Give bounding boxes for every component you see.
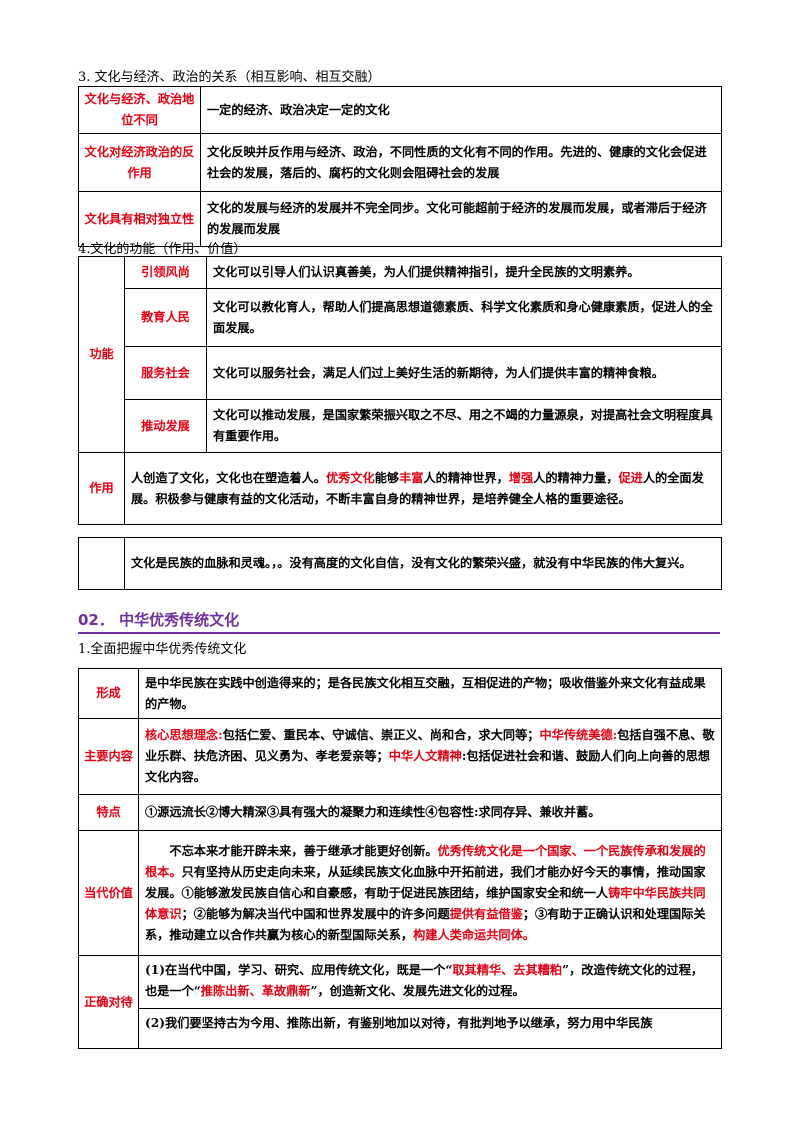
- empty-cell: [78, 537, 125, 590]
- table-row: 形成 是中华民族在实践中创造得来的；是各民族文化相互交融，互相促进的产物；吸收借…: [78, 668, 722, 719]
- table-row: 正确对待 (1)在当代中国，学习、研究、应用传统文化，既是一个“取其精华、去其糟…: [78, 955, 722, 1049]
- function-text: 文化可以服务社会，满足人们过上美好生活的新期待，为人们提供丰富的精神食粮。: [206, 346, 722, 400]
- table-row: 教育人民 文化可以教化育人，帮助人们提高思想道德素质、科学文化素质和身心健康素质…: [79, 288, 722, 347]
- attitude-highlight: 取其精华、去其糟粕: [452, 963, 563, 977]
- table-row: 文化对经济政治的反作用 文化反映并反作用与经济、政治，不同性质的文化有不同的作用…: [78, 133, 722, 192]
- attitude-text-part: ”，创造新文化、发展先进文化的过程。: [310, 984, 525, 998]
- table-row: 当代价值 不忘本来才能开辟未来，善于继承才能更好创新。优秀传统文化是一个国家、一…: [78, 830, 722, 956]
- role-text-part: 人的全面发展。积极参与健康有益的文化活动，不断丰富自身的精神世界，是培养健全人格…: [131, 470, 704, 506]
- row-label: 文化与经济、政治地位不同: [78, 86, 201, 134]
- row-label: 形成: [78, 668, 139, 719]
- value-highlight: 铸牢中华民族共同体意识: [145, 885, 706, 921]
- table-row: 功能 引领风尚 文化可以引导人们认识真善美，为人们提供精神指引，提升全民族的文明…: [78, 256, 722, 453]
- attitude-paragraph-2: (2)我们要坚持古为今用、推陈出新，有鉴别地加以对待，有批判地予以继承，努力用中…: [145, 1016, 653, 1030]
- row-text: 不忘本来才能开辟未来，善于继承才能更好创新。优秀传统文化是一个国家、一个民族传承…: [138, 830, 722, 956]
- section-02-heading: 1.全面把握中华优秀传统文化: [78, 642, 247, 657]
- value-text-part: 不忘本来才能开辟未来，善于继承才能更好创新。: [169, 843, 438, 858]
- row-text: 文化的发展与经济的发展并不完全同步。文化可能超前于经济的发展而发展，或者滞后于经…: [200, 191, 722, 247]
- attitude-text-part: ”，改造传统文化的过程，也是一个“: [145, 963, 704, 998]
- culture-function-table: 功能 引领风尚 文化可以引导人们认识真善美，为人们提供精神指引，提升全民族的文明…: [78, 256, 722, 525]
- table-row: 文化与经济、政治地位不同 一定的经济、政治决定一定的文化: [78, 86, 722, 134]
- row-text: 文化反映并反作用与经济、政治，不同性质的文化有不同的作用。先进的、健康的文化会促…: [200, 133, 722, 192]
- table-row: 特点 ①源远流长②博大精深③具有强大的凝聚力和连续性④包容性:求同存异、兼收并蓄…: [78, 794, 722, 831]
- table-row: 主要内容 核心思想理念:包括仁爱、重民本、守诚信、崇正义、尚和合，求大同等；中华…: [78, 718, 722, 795]
- function-text: 文化可以教化育人，帮助人们提高思想道德素质、科学文化素质和身心健康素质，促进人的…: [206, 288, 722, 347]
- table-row: 推动发展 文化可以推动发展，是国家繁荣振兴取之不尽、用之不竭的力量源泉，对提高社…: [79, 399, 722, 453]
- soul-text: 文化是民族的血脉和灵魂。，。没有高度的文化自信，没有文化的繁荣兴盛，就没有中华民…: [124, 537, 722, 590]
- role-highlight: 促进: [618, 470, 643, 485]
- content-text-part: 包括仁爱、重民本、守诚信、崇正义、尚和合，求大同等；: [222, 728, 540, 742]
- culture-soul-table: 文化是民族的血脉和灵魂。，。没有高度的文化自信，没有文化的繁荣兴盛，就没有中华民…: [78, 537, 722, 590]
- culture-economy-politics-table: 文化与经济、政治地位不同 一定的经济、政治决定一定的文化 文化对经济政治的反作用…: [78, 86, 722, 247]
- table-row: 作用 人创造了文化，文化也在塑造着人。优秀文化能够丰富人的精神世界，增强人的精神…: [78, 452, 722, 525]
- role-highlight: 优秀文化: [326, 470, 375, 485]
- attitude-paragraph-1: (1)在当代中国，学习、研究、应用传统文化，既是一个“取其精华、去其糟粕”，改造…: [145, 960, 715, 1002]
- row-text: ①源远流长②博大精深③具有强大的凝聚力和连续性④包容性:求同存异、兼收并蓄。: [138, 794, 722, 831]
- attitude-highlight: 推陈出新、革故鼎新: [200, 984, 311, 998]
- function-text: 文化可以引导人们认识真善美，为人们提供精神指引，提升全民族的文明素养。: [206, 256, 722, 289]
- row-label: 文化对经济政治的反作用: [78, 133, 201, 192]
- row-divider: [139, 1008, 721, 1009]
- attitude-text-part: (1)在当代中国，学习、研究、应用传统文化，既是一个“: [145, 963, 453, 977]
- function-label: 引领风尚: [124, 256, 207, 289]
- content-highlight: 核心思想理念:: [145, 728, 223, 742]
- traditional-culture-table: 形成 是中华民族在实践中创造得来的；是各民族文化相互交融，互相促进的产物；吸收借…: [78, 668, 722, 1049]
- value-highlight: 构建人类命运共同体。: [413, 927, 535, 942]
- role-text-part: 人的精神世界，: [423, 470, 509, 485]
- value-text-part: 只有坚持从历史走向未来，从延续民族文化血脉中开拓前进，我们才能办好今天的事情，推…: [145, 864, 706, 900]
- content-highlight: 中华人文精神: [388, 749, 462, 763]
- table-row: 服务社会 文化可以服务社会，满足人们过上美好生活的新期待，为人们提供丰富的精神食…: [79, 346, 722, 400]
- function-label: 推动发展: [124, 399, 207, 453]
- section-3-heading: 3. 文化与经济、政治的关系（相互影响、相互交融）: [78, 70, 381, 85]
- role-text-part: 能够: [374, 470, 400, 485]
- role-text: 人创造了文化，文化也在塑造着人。优秀文化能够丰富人的精神世界，增强人的精神力量，…: [124, 452, 722, 525]
- content-text-part: :包括促进社会和谐、鼓励人们向上向善的思想文化内容。: [145, 749, 711, 784]
- row-text: 一定的经济、政治决定一定的文化: [200, 86, 722, 134]
- role-label: 作用: [78, 452, 125, 525]
- row-label: 当代价值: [78, 830, 139, 956]
- role-text-part: 人创造了文化，文化也在塑造着人。: [131, 470, 326, 485]
- function-label: 服务社会: [124, 346, 207, 400]
- row-label: 主要内容: [78, 718, 139, 795]
- row-text: 是中华民族在实践中创造得来的；是各民族文化相互交融，互相促进的产物；吸收借鉴外来…: [138, 668, 722, 719]
- row-label: 文化具有相对独立性: [78, 191, 201, 247]
- role-highlight: 增强: [508, 470, 534, 485]
- section-4-heading: 4.文化的功能（作用、价值）: [78, 242, 247, 257]
- value-highlight: 优秀传统文化是一个国家、一个民族传承和发展的根本。: [145, 843, 706, 879]
- role-highlight: 丰富: [399, 470, 424, 485]
- value-text-part: ；③有助于正确认识和处理国际关系，推动建立以合作共赢为核心的新型国际关系，: [145, 906, 706, 942]
- row-label: 特点: [78, 794, 139, 831]
- row-label: 正确对待: [78, 955, 139, 1049]
- section-02-title: 02． 中华优秀传统文化: [78, 610, 720, 634]
- role-text-part: 人的精神力量，: [533, 470, 619, 485]
- function-text: 文化可以推动发展，是国家繁荣振兴取之不尽、用之不竭的力量源泉，对提高社会文明程度…: [206, 399, 722, 453]
- content-highlight: 中华传统美德:: [539, 728, 618, 742]
- row-text: (1)在当代中国，学习、研究、应用传统文化，既是一个“取其精华、去其糟粕”，改造…: [138, 955, 722, 1049]
- value-highlight: 提供有益借鉴: [449, 906, 523, 921]
- value-text-part: ；②能够为解决当代中国和世界发展中的许多问题: [181, 906, 450, 921]
- function-label: 教育人民: [124, 288, 207, 347]
- content-text-part: 包括自强不息、敬业乐群、扶危济困、见义勇为、孝老爱亲等；: [145, 728, 715, 763]
- function-group-label: 功能: [78, 256, 125, 453]
- table-row: 文化具有相对独立性 文化的发展与经济的发展并不完全同步。文化可能超前于经济的发展…: [78, 191, 722, 247]
- row-text: 核心思想理念:包括仁爱、重民本、守诚信、崇正义、尚和合，求大同等；中华传统美德:…: [138, 718, 722, 795]
- table-row: 文化是民族的血脉和灵魂。，。没有高度的文化自信，没有文化的繁荣兴盛，就没有中华民…: [78, 537, 722, 590]
